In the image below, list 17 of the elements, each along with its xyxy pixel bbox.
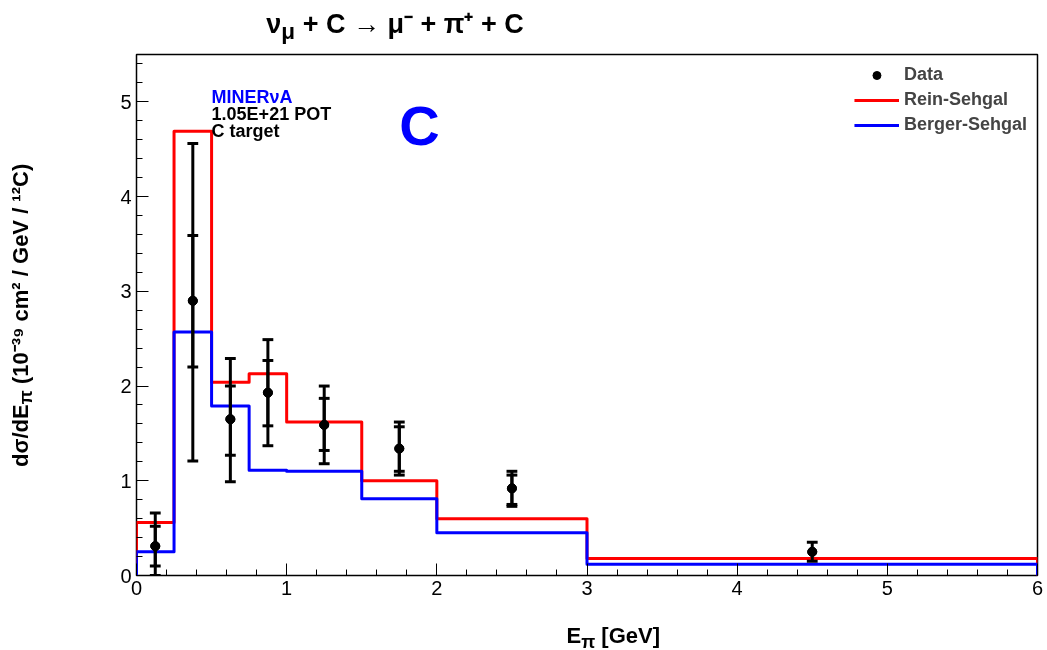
x-tick-label: 5 xyxy=(881,576,893,599)
x-tick-label: 4 xyxy=(731,576,743,599)
x-tick-label: 2 xyxy=(431,576,443,599)
y-tick-label: 3 xyxy=(120,280,132,303)
y-tick-label: 4 xyxy=(120,185,132,208)
x-tick-label: 1 xyxy=(281,576,293,599)
x-tick-label: 3 xyxy=(581,576,593,599)
legend-label: Rein-Sehgal xyxy=(903,89,1008,110)
y-tick-label: 5 xyxy=(120,90,132,113)
legend-label: Data xyxy=(903,64,943,85)
x-tick-label: 6 xyxy=(1031,576,1044,599)
y-tick-label: 2 xyxy=(120,375,132,398)
y-tick-label: 1 xyxy=(120,469,132,492)
legend-label: Berger-Sehgal xyxy=(903,114,1027,135)
annotation: C xyxy=(399,94,440,158)
x-axis-title: E$_{π}$ [GeV] xyxy=(565,622,660,650)
chart-title: ν$_{μ}$ + C → μ⁻ + π⁺ + C xyxy=(265,8,525,47)
